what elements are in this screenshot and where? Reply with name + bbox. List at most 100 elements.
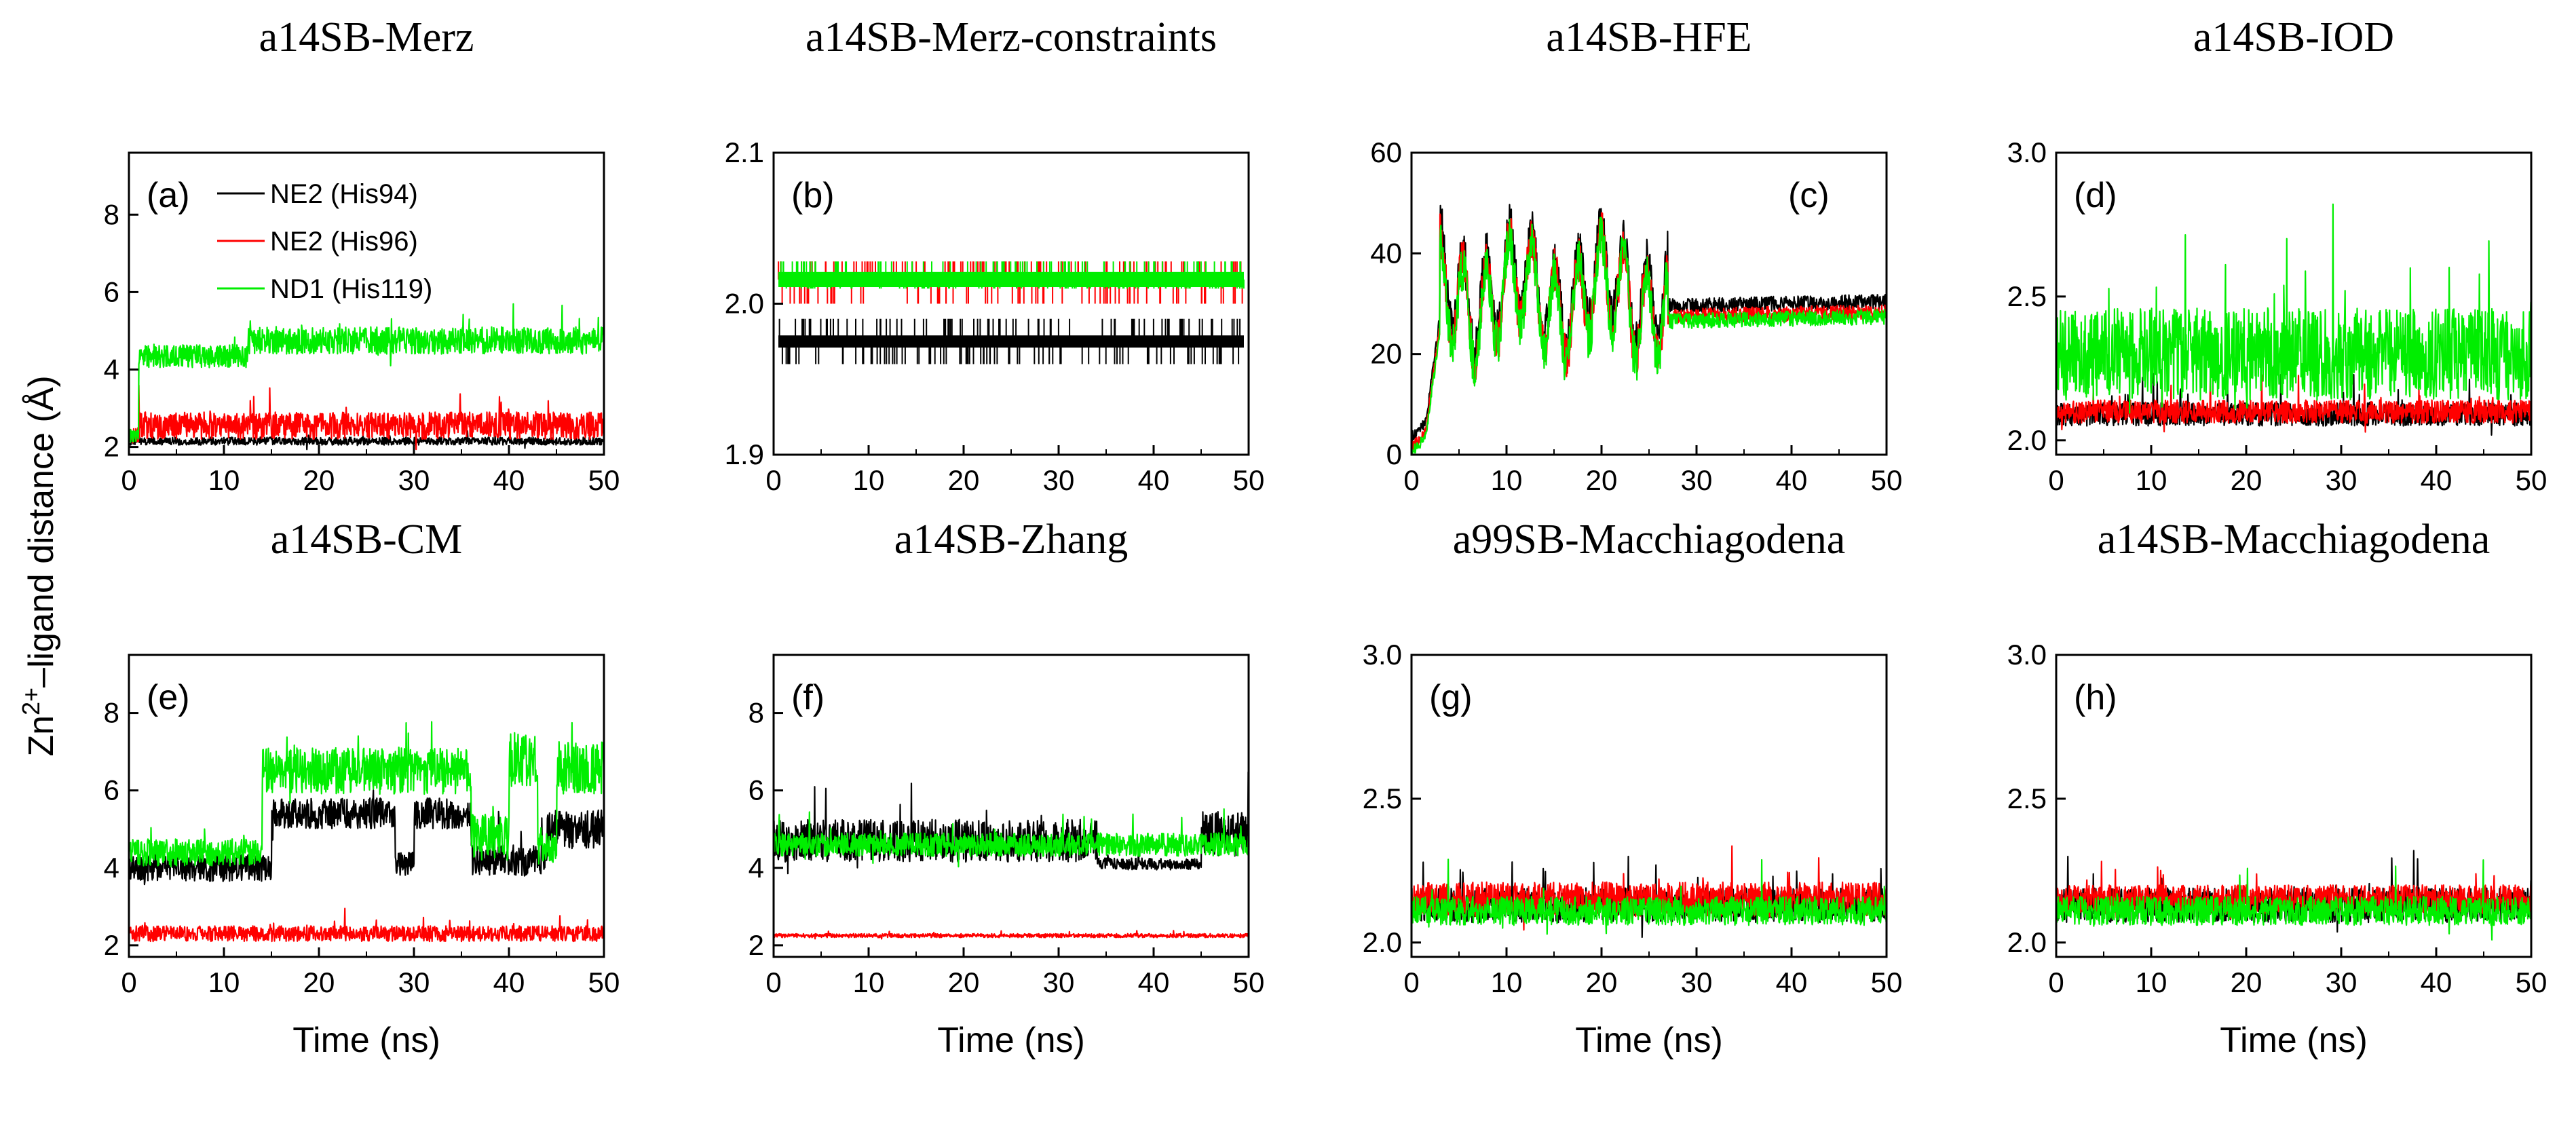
x-tick-label: 10 [2136, 966, 2167, 998]
x-axis-label: Time (ns) [1575, 1021, 1723, 1060]
x-axis-label: Time (ns) [292, 1021, 440, 1060]
plot-frame [772, 654, 1250, 958]
x-tick-label: 0 [1403, 966, 1419, 998]
legend-label: ND1 (His119) [270, 274, 432, 304]
y-tick-label: 8 [104, 697, 119, 729]
series-line [128, 303, 605, 443]
y-tick-label: 2.1 [725, 136, 764, 168]
panel-title: a14SB-Zhang [894, 516, 1128, 563]
traces [2055, 203, 2533, 436]
series-spikes [780, 261, 1245, 289]
panel-b: a14SB-Merz-constraints 0 10 20 30 40 50 1.9 2.0 2… [725, 14, 1265, 496]
x-tick-label: 50 [2516, 966, 2547, 998]
x-tick-label: 30 [398, 966, 430, 998]
legend-label: NE2 (His94) [270, 179, 418, 209]
y-tick-label: 2.0 [725, 288, 764, 320]
panel-title: a14SB-Merz-constraints [806, 14, 1217, 60]
x-tick-label: 20 [303, 464, 335, 496]
traces [772, 771, 1250, 940]
x-tick-label: 50 [588, 966, 620, 998]
traces [778, 261, 1245, 364]
series-line [772, 930, 1250, 940]
panel-label: (f) [791, 678, 825, 717]
series-line [772, 808, 1250, 868]
x-tick-label: 10 [208, 464, 240, 496]
x-tick-label: 40 [493, 966, 525, 998]
x-tick-label: 0 [121, 966, 136, 998]
x-tick-label: 50 [1233, 966, 1265, 998]
panel-e: a14SB-CM 0 10 20 30 40 50 2 4 6 8 Time (ns) (e) [104, 516, 620, 1060]
traces [128, 721, 605, 943]
series-line [128, 721, 605, 868]
legend-label: NE2 (His96) [270, 227, 418, 257]
y-tick-label: 2.5 [1363, 782, 1402, 814]
x-tick-label: 40 [1138, 464, 1170, 496]
panel-label: (g) [1429, 678, 1473, 717]
x-tick-label: 10 [853, 464, 885, 496]
panel-label: (a) [147, 176, 190, 215]
y-axis-label-zn: Zn [22, 715, 61, 757]
x-tick-label: 30 [398, 464, 430, 496]
y-tick-label: 2.0 [1363, 926, 1402, 958]
series-line [2055, 859, 2533, 941]
panel-d: a14SB-IOD 0 10 20 30 40 50 2.0 2.5 3.0 (d) [2007, 14, 2547, 496]
x-tick-label: 20 [1586, 464, 1618, 496]
y-tick-label: 2.0 [2007, 926, 2047, 958]
series-line [1410, 212, 1888, 452]
y-tick-label: 3.0 [1363, 639, 1402, 671]
x-tick-label: 40 [493, 464, 525, 496]
x-tick-label: 20 [303, 966, 335, 998]
x-tick-label: 10 [853, 966, 885, 998]
y-tick-label: 3.0 [2007, 136, 2047, 168]
x-tick-label: 10 [208, 966, 240, 998]
panel-title: a14SB-CM [271, 516, 462, 563]
series-line [2055, 203, 2533, 414]
panel-f: a14SB-Zhang 0 10 20 30 40 50 2 4 6 8 Time (ns) (f) [749, 516, 1265, 1060]
panel-title: a14SB-Merz [259, 14, 474, 60]
series-line [772, 771, 1250, 875]
y-tick-label: 8 [104, 198, 119, 230]
x-tick-label: 50 [1233, 464, 1265, 496]
x-tick-label: 50 [588, 464, 620, 496]
panel-title: a14SB-Macchiagodena [2098, 516, 2490, 563]
y-tick-label: 4 [104, 852, 119, 884]
y-tick-label: 8 [749, 697, 764, 729]
panel-title: a14SB-HFE [1546, 14, 1751, 60]
x-tick-label: 0 [2048, 966, 2064, 998]
y-tick-label: 3.0 [2007, 639, 2047, 671]
x-tick-label: 20 [948, 464, 980, 496]
x-tick-label: 30 [1043, 464, 1075, 496]
series-line [1410, 216, 1888, 454]
y-tick-label: 2 [749, 929, 764, 961]
x-tick-label: 40 [1138, 966, 1170, 998]
series-line [128, 789, 605, 886]
x-tick-label: 10 [2136, 464, 2167, 496]
panel-title: a99SB-Macchiagodena [1453, 516, 1845, 563]
x-tick-label: 20 [1586, 966, 1618, 998]
y-axis-label: Zn2+–ligand distance (Å) [17, 375, 61, 756]
x-tick-label: 30 [1681, 464, 1713, 496]
x-tick-label: 40 [2421, 966, 2452, 998]
x-tick-label: 0 [2048, 464, 2064, 496]
x-tick-label: 30 [2326, 966, 2357, 998]
x-tick-label: 20 [948, 966, 980, 998]
panel-label: (e) [147, 678, 190, 717]
series-spikes [778, 318, 1241, 364]
y-tick-label: 20 [1370, 338, 1402, 370]
y-axis-label-superscript: 2+ [17, 687, 45, 715]
x-tick-label: 10 [1491, 966, 1523, 998]
panel-c: a14SB-HFE 0 10 20 30 40 50 0 20 40 60 (c) [1370, 14, 1902, 496]
x-tick-label: 40 [2421, 464, 2452, 496]
y-tick-label: 60 [1370, 136, 1402, 168]
x-tick-label: 40 [1776, 464, 1808, 496]
x-tick-label: 30 [1043, 966, 1075, 998]
y-tick-label: 2.0 [2007, 424, 2047, 456]
x-tick-label: 30 [2326, 464, 2357, 496]
y-tick-label: 2 [104, 431, 119, 463]
panel-h: a14SB-Macchiagodena 0 10 20 30 40 50 2.0 2.5 3.0 T… [2007, 516, 2547, 1060]
y-tick-label: 6 [749, 774, 764, 806]
y-tick-label: 6 [104, 276, 119, 307]
